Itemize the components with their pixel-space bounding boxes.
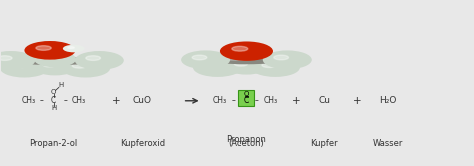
Ellipse shape (28, 57, 62, 61)
Text: –: – (231, 96, 235, 105)
Text: CH₃: CH₃ (72, 96, 86, 105)
Text: Propan-2-ol: Propan-2-ol (29, 139, 78, 148)
Ellipse shape (224, 58, 269, 75)
Text: C: C (244, 96, 249, 105)
Text: O: O (51, 89, 56, 95)
Text: H: H (58, 83, 64, 88)
Ellipse shape (262, 63, 277, 68)
Ellipse shape (181, 50, 230, 69)
Text: CH₃: CH₃ (213, 96, 227, 105)
Ellipse shape (68, 47, 74, 49)
Text: +: + (292, 96, 301, 106)
Ellipse shape (34, 51, 76, 67)
Text: CuO: CuO (133, 96, 152, 105)
Ellipse shape (75, 51, 124, 70)
Ellipse shape (14, 57, 96, 65)
Ellipse shape (25, 41, 75, 60)
Ellipse shape (263, 50, 312, 69)
Text: Propanon: Propanon (227, 135, 266, 144)
Text: +: + (112, 96, 121, 106)
Ellipse shape (192, 55, 207, 60)
Text: (Aceton): (Aceton) (228, 139, 264, 148)
Ellipse shape (0, 59, 49, 78)
Text: Kupferoxid: Kupferoxid (120, 139, 165, 148)
Ellipse shape (221, 57, 252, 60)
Text: Kupfer: Kupfer (310, 139, 338, 148)
Text: +: + (353, 96, 362, 106)
Text: CH₃: CH₃ (264, 96, 278, 105)
Ellipse shape (193, 58, 242, 77)
Ellipse shape (72, 63, 87, 68)
Ellipse shape (251, 58, 300, 77)
Text: –: – (64, 96, 67, 105)
Text: Cu: Cu (319, 96, 330, 105)
Ellipse shape (0, 51, 35, 70)
Ellipse shape (209, 57, 284, 64)
Text: CH₃: CH₃ (21, 96, 36, 105)
Bar (238, 90, 255, 106)
Text: –: – (40, 96, 44, 105)
Text: H: H (51, 105, 56, 111)
Ellipse shape (36, 46, 51, 50)
Ellipse shape (44, 55, 56, 59)
Ellipse shape (234, 62, 247, 66)
Ellipse shape (0, 56, 12, 60)
Ellipse shape (232, 46, 248, 51)
Text: O: O (244, 91, 249, 97)
Ellipse shape (61, 59, 110, 78)
Text: H₂O: H₂O (380, 96, 397, 105)
Ellipse shape (33, 58, 77, 75)
Ellipse shape (11, 63, 26, 68)
Ellipse shape (86, 56, 100, 60)
Text: –: – (255, 96, 259, 105)
Ellipse shape (220, 42, 273, 61)
Ellipse shape (63, 45, 85, 52)
Text: Wasser: Wasser (373, 139, 403, 148)
Ellipse shape (274, 55, 289, 60)
Ellipse shape (204, 63, 219, 68)
Ellipse shape (43, 63, 56, 67)
Text: C: C (51, 96, 56, 105)
